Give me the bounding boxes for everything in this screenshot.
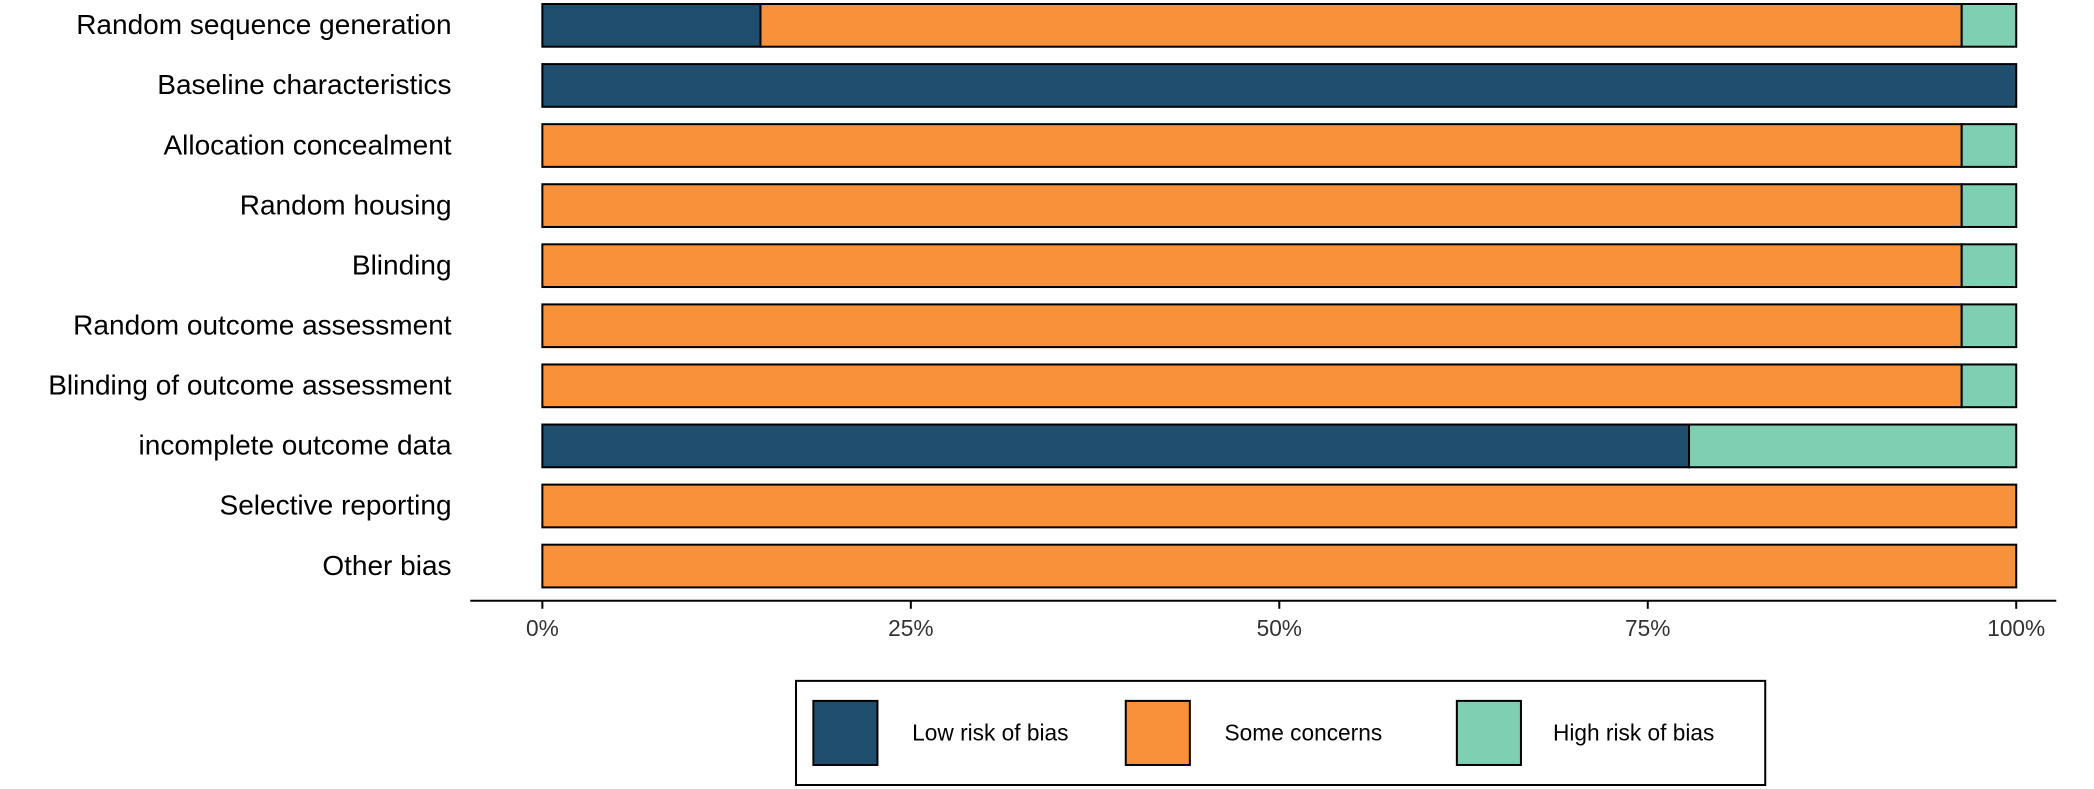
- legend-swatch: [812, 699, 879, 766]
- category-label: Random outcome assessment: [73, 309, 452, 340]
- bar-segment: [1688, 423, 2018, 469]
- bar-segment: [759, 3, 1963, 48]
- x-tick-label: 100%: [1987, 615, 2045, 641]
- category-label: Other bias: [322, 550, 451, 581]
- x-tick-label: 25%: [888, 615, 933, 641]
- bar-segment: [541, 543, 2018, 589]
- category-label: Blinding of outcome assessment: [48, 370, 452, 401]
- bar-segment: [1960, 3, 2018, 48]
- bar-segment: [541, 3, 762, 48]
- category-label: incomplete outcome data: [139, 430, 452, 461]
- category-label: Baseline characteristics: [157, 69, 451, 100]
- bar-segment: [541, 483, 2018, 529]
- category-label: Allocation concealment: [163, 129, 451, 160]
- legend-label: High risk of bias: [1553, 719, 1714, 745]
- bar-segment: [1960, 363, 2018, 409]
- bar-segment: [541, 423, 1691, 469]
- bar-segment: [541, 123, 1963, 168]
- bar-segment: [541, 183, 1963, 228]
- bar-segment: [541, 63, 2018, 108]
- bar-segment: [541, 243, 1963, 289]
- category-label: Blinding: [352, 249, 452, 280]
- category-label: Selective reporting: [220, 490, 452, 521]
- category-label: Random sequence generation: [76, 9, 451, 40]
- legend-label: Some concerns: [1225, 719, 1383, 745]
- legend-label: Low risk of bias: [912, 719, 1068, 745]
- x-tick-label: 50%: [1257, 615, 1302, 641]
- bar-segment: [1960, 243, 2018, 289]
- bar-segment: [541, 303, 1963, 349]
- legend-swatch: [1124, 699, 1191, 766]
- bar-segment: [1960, 303, 2018, 349]
- legend-swatch: [1455, 699, 1522, 766]
- bar-segment: [1960, 183, 2018, 228]
- x-tick-label: 75%: [1625, 615, 1670, 641]
- bar-segment: [541, 363, 1963, 409]
- x-tick-label: 0%: [526, 615, 559, 641]
- category-label: Random housing: [240, 189, 452, 220]
- bar-segment: [1960, 123, 2018, 168]
- legend-box: [795, 679, 1767, 786]
